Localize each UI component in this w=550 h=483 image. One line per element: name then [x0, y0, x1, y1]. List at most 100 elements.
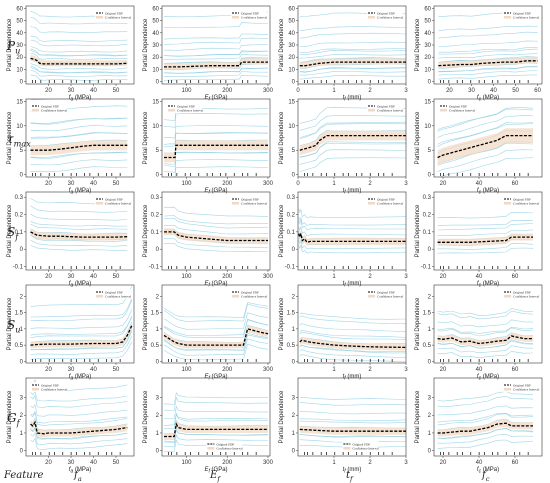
y-tick-label: 0.2 — [15, 213, 24, 219]
panel-r0-c2: 0 10 20 30 40 50 60 0 1 2 3 Partial Dependence tf (m… — [279, 5, 408, 103]
ice-curve — [30, 223, 128, 230]
ice-curve — [438, 74, 538, 80]
ice-curve — [299, 54, 406, 59]
x-tick-label: 60 — [534, 88, 541, 94]
legend-ci-swatch — [368, 16, 375, 19]
pdp-line — [30, 420, 128, 435]
x-tick-label: 20 — [440, 181, 447, 187]
ice-curve — [437, 427, 534, 440]
ice-curve — [299, 396, 406, 400]
legend-ci-label: Confidence Interval — [513, 202, 539, 206]
legend-ci-label: Confidence Interval — [41, 109, 67, 113]
ice-curve — [30, 437, 128, 451]
y-tick-label: 60 — [288, 6, 295, 12]
legend-ci-swatch — [207, 447, 215, 450]
ice-curve — [30, 35, 128, 42]
ice-curve — [30, 315, 133, 339]
axes-frame — [297, 377, 407, 457]
pdp-line — [437, 134, 533, 159]
y-tick-label: 40 — [152, 31, 159, 37]
axes-frame — [297, 98, 407, 178]
x-tick-label: 0 — [296, 181, 300, 187]
y-axis-label: Partial Dependence — [415, 204, 421, 257]
ice-curve — [438, 47, 538, 53]
y-tick-label: 5 — [20, 148, 24, 154]
y-tick-label: 0.3 — [423, 195, 432, 201]
legend-ci-swatch — [343, 447, 351, 450]
ice-curve — [437, 396, 534, 408]
ice-curve — [437, 413, 534, 426]
x-tick-label: 1 — [332, 88, 336, 94]
pdp-line — [299, 339, 406, 349]
y-tick-label: 1 — [428, 431, 432, 437]
pdp-line — [437, 422, 533, 434]
ice-curve — [437, 326, 534, 334]
x-tick-label: 3 — [404, 181, 408, 187]
ice-curve — [438, 48, 538, 55]
ice-curve — [163, 217, 269, 229]
y-tick-label: 0 — [20, 247, 24, 253]
y-tick-label: 3 — [20, 396, 24, 402]
y-tick-label: 0 — [292, 247, 296, 253]
x-tick-label: 200 — [222, 460, 233, 466]
y-tick-label: 1.5 — [15, 311, 24, 317]
ice-curve — [30, 125, 128, 132]
y-tick-label: 2 — [20, 413, 24, 419]
x-axis-label: fc (MPa) — [477, 374, 499, 382]
legend-box — [439, 103, 475, 113]
legend-ci-swatch — [440, 109, 447, 112]
x-tick-label: 0 — [296, 88, 300, 94]
x-tick-label: 50 — [113, 88, 120, 94]
x-tick-label: 100 — [181, 274, 192, 280]
panel-r1-c1: 0 5 10 15 100 200 300 Partial Dependence Ef (GPa… — [143, 98, 274, 196]
ice-curve — [30, 117, 128, 124]
y-tick-label: 0 — [156, 247, 160, 253]
legend-ci-label: Confidence Interval — [513, 388, 539, 392]
y-tick-label: 50 — [152, 19, 159, 25]
row-label-4: Gf — [7, 411, 22, 428]
ice-curve — [30, 321, 133, 343]
legend-ci-swatch — [96, 202, 103, 205]
legend-pdp-label: Original PDP — [513, 11, 531, 15]
x-tick-label: 2 — [368, 88, 372, 94]
y-tick-label: 10 — [152, 124, 159, 130]
ice-curve — [163, 429, 269, 442]
x-tick-label: 300 — [263, 367, 274, 373]
legend-pdp-label: Original PDP — [41, 383, 59, 387]
ice-curve — [30, 331, 133, 350]
y-tick-label: 15 — [16, 99, 23, 105]
pdp-line — [164, 144, 268, 159]
legend-ci-swatch — [504, 16, 511, 19]
legend-ci-swatch — [504, 202, 511, 205]
ice-curve — [30, 411, 128, 427]
ice-curve — [437, 108, 534, 130]
y-tick-label: 0 — [428, 247, 432, 253]
confidence-interval-band — [164, 140, 268, 163]
legend-pdp-label: Original PDP — [105, 290, 123, 294]
ice-curve — [299, 420, 406, 424]
panel-r1-c0: 0 5 10 15 20 30 40 50 Partial Dependence fa (MPa)… — [7, 98, 135, 196]
plot-area — [30, 198, 128, 269]
x-tick-label: 1 — [332, 274, 336, 280]
ice-curve — [163, 44, 269, 51]
ice-curve — [163, 392, 269, 405]
ice-curve — [163, 215, 269, 225]
ice-curve — [30, 65, 128, 74]
y-tick-label: 60 — [16, 6, 23, 12]
confidence-interval-band — [437, 128, 533, 165]
x-tick-label: 50 — [113, 460, 120, 466]
y-tick-label: 1 — [428, 327, 432, 333]
column-feature-1: Ef — [209, 470, 221, 483]
ice-curve — [299, 323, 406, 332]
pdp-line — [30, 231, 128, 238]
pdp-line — [30, 144, 128, 151]
x-axis-label: fc (MPa) — [477, 467, 499, 475]
y-tick-label: 0 — [156, 173, 160, 179]
x-axis-label: Ef (GPa) — [204, 281, 227, 289]
pdp-line — [30, 325, 133, 346]
y-tick-label: 30 — [424, 43, 431, 49]
